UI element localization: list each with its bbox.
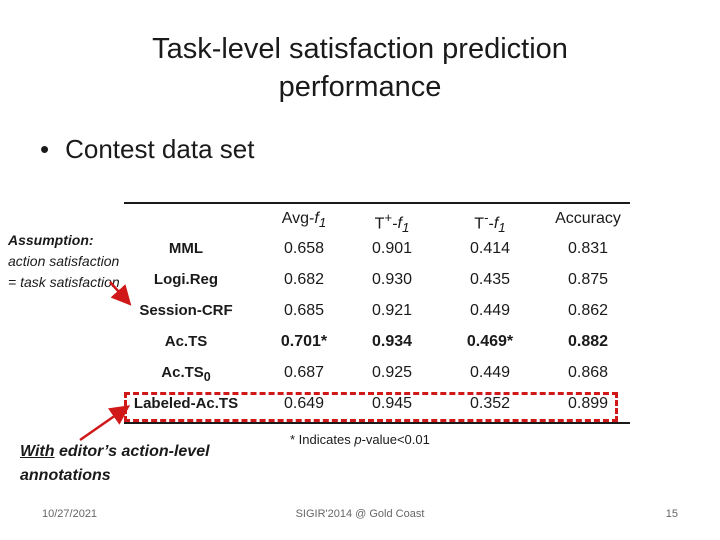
footer-date: 10/27/2021 bbox=[42, 508, 98, 520]
row-label: Logi.Reg bbox=[153, 271, 219, 288]
title-line-1: Task-level satisfaction prediction bbox=[152, 33, 568, 65]
table-cell: 0.901 bbox=[371, 240, 413, 257]
table-cell: 0.682 bbox=[283, 271, 325, 288]
title-line-2: performance bbox=[278, 71, 442, 103]
editor-note-rest: editor’s action-level annotations bbox=[20, 443, 210, 484]
bullet-dot-icon: • bbox=[40, 134, 50, 164]
table-cell: 0.449 bbox=[469, 364, 511, 381]
bullet-point: • Contest data set bbox=[40, 134, 254, 165]
table-bottom-rule bbox=[124, 422, 630, 424]
col-header-tplus-f1: T+-f1 bbox=[374, 210, 410, 236]
assumption-note: Assumption: action satisfaction = task s… bbox=[8, 230, 123, 293]
table-cell: 0.945 bbox=[371, 395, 413, 412]
row-label: Labeled-Ac.TS bbox=[133, 395, 239, 412]
table-cell: 0.868 bbox=[567, 364, 609, 381]
col-header-avg-f1-f: f bbox=[314, 210, 319, 227]
table-cell: 0.352 bbox=[469, 395, 511, 412]
footer-venue: SIGIR'2014 @ Gold Coast bbox=[295, 508, 425, 520]
editor-note: With editor’s action-level annotations bbox=[20, 440, 250, 488]
bullet-text: Contest data set bbox=[65, 134, 255, 164]
table-cell: 0.658 bbox=[283, 240, 325, 257]
table-cell: 0.930 bbox=[371, 271, 413, 288]
table-cell: 0.685 bbox=[283, 302, 325, 319]
col-header-accuracy: Accuracy bbox=[555, 210, 621, 227]
assumption-text: action satisfaction = task satisfaction bbox=[8, 253, 120, 290]
table-cell: 0.701* bbox=[280, 333, 328, 350]
table-cell: 0.862 bbox=[567, 302, 609, 319]
row-label: Session-CRF bbox=[139, 302, 233, 319]
col-header-avg-f1: Avg-f1 bbox=[281, 210, 327, 231]
table-cell: 0.414 bbox=[469, 240, 511, 257]
highlight-box bbox=[124, 392, 618, 422]
row-label: MML bbox=[168, 240, 204, 257]
table-cell: 0.469* bbox=[466, 333, 514, 350]
table-cell: 0.882 bbox=[567, 333, 609, 350]
table-cell: 0.921 bbox=[371, 302, 413, 319]
slide-title: Task-level satisfaction prediction perfo… bbox=[60, 30, 660, 106]
table-cell: 0.831 bbox=[567, 240, 609, 257]
pvalue-note: * Indicates p-value<0.01 bbox=[290, 432, 430, 447]
col-header-tminus-f1: T--f1 bbox=[474, 210, 506, 236]
row-label: Ac.TS bbox=[164, 333, 208, 350]
editor-arrow bbox=[79, 405, 131, 442]
editor-note-with: With bbox=[20, 443, 55, 460]
table-cell: 0.449 bbox=[469, 302, 511, 319]
table-cell: 0.687 bbox=[283, 364, 325, 381]
table-cell: 0.934 bbox=[371, 333, 413, 350]
footer-page-number: 15 bbox=[665, 508, 678, 520]
row-label: Ac.TS0 bbox=[161, 364, 211, 384]
table-cell: 0.899 bbox=[567, 395, 609, 412]
assumption-label: Assumption: bbox=[8, 232, 94, 248]
table-cell: 0.875 bbox=[567, 271, 609, 288]
table-top-rule bbox=[124, 202, 630, 204]
table-cell: 0.435 bbox=[469, 271, 511, 288]
table-cell: 0.649 bbox=[283, 395, 325, 412]
table-cell: 0.925 bbox=[371, 364, 413, 381]
